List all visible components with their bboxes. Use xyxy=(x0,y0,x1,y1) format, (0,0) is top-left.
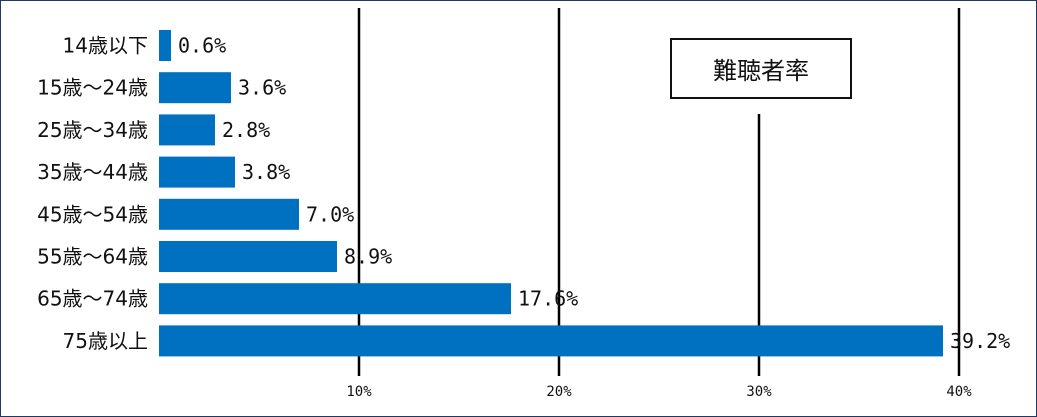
category-label-3: 35歳～44歳 xyxy=(37,160,148,184)
value-label-0: 0.6% xyxy=(178,34,226,58)
value-label-4: 7.0% xyxy=(306,202,354,226)
category-labels: 14歳以下 15歳～24歳 25歳～34歳 35歳～44歳 45歳～54歳 55歳～64歳… xyxy=(37,34,148,353)
value-label-6: 17.6% xyxy=(518,287,578,311)
bars xyxy=(159,30,943,357)
value-label-7: 39.2% xyxy=(950,329,1010,353)
bar-1 xyxy=(159,72,231,104)
x-axis-tick-labels: 10% 20% 30% 40% xyxy=(346,384,972,400)
bar-3 xyxy=(159,156,235,188)
bar-0 xyxy=(159,30,171,61)
value-label-1: 3.6% xyxy=(238,76,286,100)
x-tick-label-10: 10% xyxy=(346,384,372,400)
category-label-5: 55歳～64歳 xyxy=(37,245,148,269)
bar-6 xyxy=(159,283,511,315)
x-tick-label-20: 20% xyxy=(546,384,572,400)
value-label-3: 3.8% xyxy=(242,160,290,184)
x-tick-label-30: 30% xyxy=(746,384,772,400)
category-label-6: 65歳～74歳 xyxy=(37,287,148,311)
chart-title: 難聴者率 xyxy=(670,38,852,99)
bar-5 xyxy=(159,241,337,272)
x-tick-label-40: 40% xyxy=(946,384,972,400)
value-label-2: 2.8% xyxy=(222,118,270,142)
value-label-5: 8.9% xyxy=(344,245,392,269)
bar-7 xyxy=(159,325,943,357)
category-label-7: 75歳以上 xyxy=(63,329,148,353)
category-label-2: 25歳～34歳 xyxy=(37,118,148,142)
bar-2 xyxy=(159,114,215,146)
bar-4 xyxy=(159,198,299,230)
gridlines xyxy=(357,8,961,376)
value-labels: 0.6% 3.6% 2.8% 3.8% 7.0% 8.9% 17.6% 39.2% xyxy=(178,34,1010,353)
category-label-0: 14歳以下 xyxy=(63,34,148,58)
category-label-1: 15歳～24歳 xyxy=(37,76,148,100)
category-label-4: 45歳～54歳 xyxy=(37,202,148,226)
